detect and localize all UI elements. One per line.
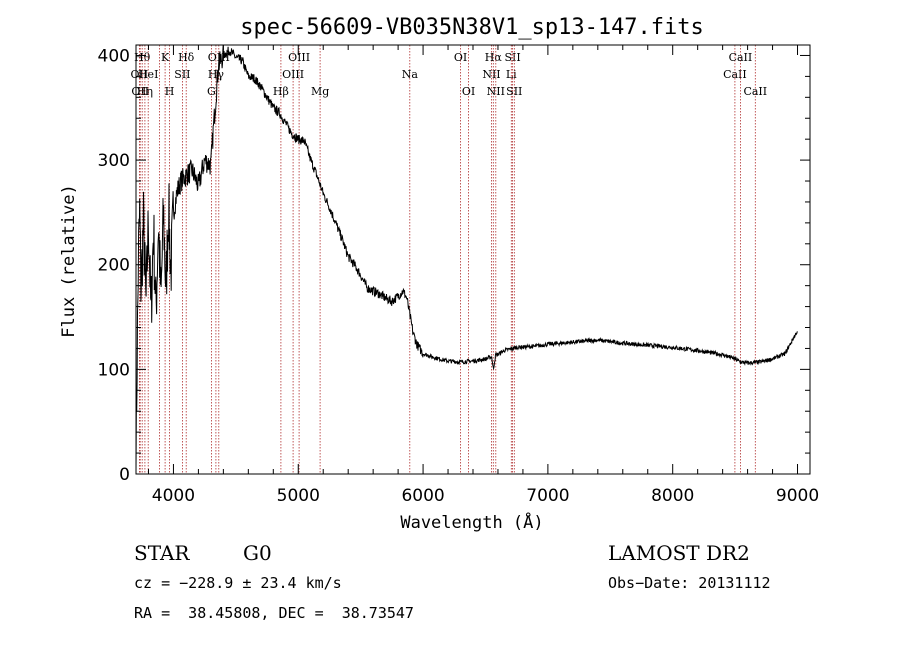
line-label-23: Li xyxy=(506,68,517,81)
line-label-6: K xyxy=(161,51,170,64)
line-label-28: CaII xyxy=(743,85,767,98)
line-label-22: NII xyxy=(487,85,505,98)
line-label-21: Hα xyxy=(485,51,503,64)
x-tick-label-1: 5000 xyxy=(277,486,320,506)
line-label-26: CaII xyxy=(723,68,747,81)
line-label-17: Na xyxy=(402,68,419,81)
spectrum-line xyxy=(135,44,798,475)
y-tick-label-0: 0 xyxy=(119,465,130,485)
line-label-14: OIII xyxy=(282,68,304,81)
sky-coordinates: RA = 38.45808, DEC = 38.73547 xyxy=(134,604,414,622)
y-tick-label-3: 300 xyxy=(98,151,130,171)
line-label-18: OI xyxy=(454,51,467,64)
line-label-20: NII xyxy=(482,68,500,81)
x-tick-label-0: 4000 xyxy=(152,486,195,506)
line-label-24: SII xyxy=(504,51,520,64)
survey-name: LAMOST DR2 xyxy=(608,541,750,565)
x-tick-label-5: 9000 xyxy=(776,486,819,506)
line-label-4: HeI xyxy=(138,68,158,81)
line-label-10: G xyxy=(207,85,216,98)
x-axis-label: Wavelength (Å) xyxy=(400,511,543,533)
plot-area: OIIOIIHθHηHeIKHSIIHδGHγOIIIHβOIIIOIIIMgN… xyxy=(98,44,819,506)
plot-frame xyxy=(135,44,811,475)
line-label-11: Hγ xyxy=(208,68,225,81)
line-label-2: Hθ xyxy=(134,51,151,64)
line-label-16: Mg xyxy=(311,85,329,98)
line-label-15: OIII xyxy=(288,51,310,64)
observation-date: Obs−Date: 20131112 xyxy=(608,574,771,592)
line-label-27: CaII xyxy=(729,51,753,64)
y-tick-label-4: 400 xyxy=(98,46,130,66)
line-label-8: SII xyxy=(174,68,190,81)
line-label-13: Hβ xyxy=(273,85,289,98)
line-label-3: Hη xyxy=(137,85,153,98)
line-label-7: H xyxy=(165,85,175,98)
chart-title: spec-56609-VB035N38V1_sp13-147.fits xyxy=(240,15,704,40)
line-label-25: SII xyxy=(506,85,522,98)
line-label-0: OII xyxy=(131,68,149,81)
y-axis-label: Flux (relative) xyxy=(59,184,79,338)
object-class: STAR xyxy=(134,541,190,565)
y-tick-label-1: 100 xyxy=(98,360,130,380)
object-subclass: G0 xyxy=(243,541,272,565)
redshift-velocity: cz = −228.9 ± 23.4 km/s xyxy=(134,574,342,592)
x-tick-label-2: 6000 xyxy=(401,486,444,506)
line-label-19: OI xyxy=(462,85,475,98)
line-label-9: Hδ xyxy=(178,51,195,64)
y-tick-label-2: 200 xyxy=(98,256,130,276)
x-tick-label-4: 8000 xyxy=(651,486,694,506)
x-tick-label-3: 7000 xyxy=(526,486,569,506)
